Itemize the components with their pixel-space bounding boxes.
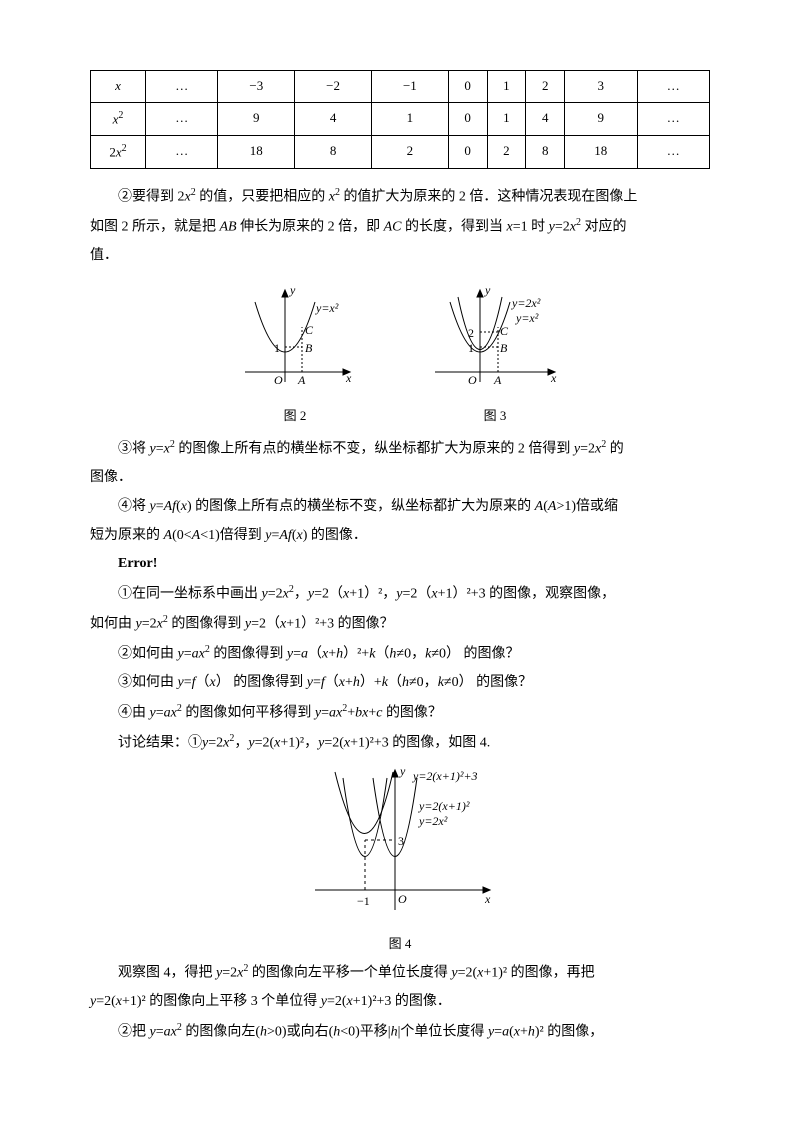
svg-text:C: C [500, 324, 509, 338]
cell: 8 [295, 135, 372, 168]
cell: 2x2 [91, 135, 146, 168]
cell: … [146, 102, 218, 135]
cell: 0 [448, 102, 487, 135]
figure-caption: 图 3 [420, 404, 570, 429]
paragraph: 如图 2 所示，就是把 AB 伸长为原来的 2 倍，即 AC 的长度，得到当 x… [90, 213, 710, 241]
cell: −2 [295, 71, 372, 103]
svg-text:B: B [500, 341, 508, 355]
cell: 18 [218, 135, 295, 168]
cell: 8 [526, 135, 565, 168]
svg-text:−1: −1 [357, 894, 370, 908]
cell: 9 [218, 102, 295, 135]
table-row: x … −3 −2 −1 0 1 2 3 … [91, 71, 710, 103]
cell: … [637, 102, 710, 135]
parabola-chart-icon: y x y=x² C B A O 1 [230, 282, 360, 392]
svg-text:y=x²: y=x² [315, 301, 339, 315]
paragraph: ②要得到 2x2 的值，只要把相应的 x2 的值扩大为原来的 2 倍．这种情况表… [90, 183, 710, 211]
cell: 0 [448, 71, 487, 103]
svg-text:x: x [345, 371, 352, 385]
cell: 2 [487, 135, 526, 168]
cell: 1 [487, 102, 526, 135]
parabola-chart-icon: y x y=2x² y=x² C B A O 1 2 [420, 282, 570, 392]
table-row: x2 … 9 4 1 0 1 4 9 … [91, 102, 710, 135]
cell: x2 [91, 102, 146, 135]
svg-text:3: 3 [398, 834, 404, 848]
cell: 9 [565, 102, 637, 135]
svg-text:A: A [493, 373, 502, 387]
svg-text:2: 2 [468, 326, 474, 340]
cell: 2 [371, 135, 448, 168]
svg-text:O: O [468, 373, 477, 387]
svg-text:A: A [297, 373, 306, 387]
svg-text:y=2x²: y=2x² [418, 814, 448, 828]
svg-text:O: O [398, 892, 407, 906]
cell: 3 [565, 71, 637, 103]
svg-text:C: C [305, 323, 314, 337]
table-row: 2x2 … 18 8 2 0 2 8 18 … [91, 135, 710, 168]
parabola-shift-chart-icon: y x O −1 3 y=2(x+1)²+3 y=2(x+1)² y=2x² [295, 760, 505, 920]
svg-text:x: x [550, 371, 557, 385]
svg-text:y: y [484, 283, 491, 297]
svg-text:y=x²: y=x² [515, 311, 539, 325]
paragraph: 图像． [90, 465, 710, 492]
paragraph: 如何由 y=2x2 的图像得到 y=2（x+1）²+3 的图像？ [90, 610, 710, 638]
cell: −1 [371, 71, 448, 103]
svg-text:y: y [399, 764, 406, 778]
svg-text:1: 1 [274, 341, 280, 355]
figure-3: y x y=2x² y=x² C B A O 1 2 图 3 [420, 282, 570, 429]
value-table: x … −3 −2 −1 0 1 2 3 … x2 … 9 4 1 0 1 4 … [90, 70, 710, 169]
paragraph: ④由 y=ax2 的图像如何平移得到 y=ax2+bx+c 的图像？ [90, 699, 710, 727]
paragraph: y=2(x+1)² 的图像向上平移 3 个单位得 y=2(x+1)²+3 的图像… [90, 989, 710, 1016]
svg-text:O: O [274, 373, 283, 387]
document-page: x … −3 −2 −1 0 1 2 3 … x2 … 9 4 1 0 1 4 … [0, 0, 800, 1132]
error-marker: Error! [90, 551, 710, 578]
paragraph: ②把 y=ax2 的图像向左(h>0)或向右(h<0)平移|h|个单位长度得 y… [90, 1018, 710, 1046]
cell: x [91, 71, 146, 103]
cell: … [637, 135, 710, 168]
figure-row: y x y=x² C B A O 1 图 2 [90, 282, 710, 429]
cell: … [146, 71, 218, 103]
paragraph: 观察图 4，得把 y=2x2 的图像向左平移一个单位长度得 y=2(x+1)² … [90, 959, 710, 987]
cell: 2 [526, 71, 565, 103]
svg-text:x: x [484, 892, 491, 906]
cell: 18 [565, 135, 637, 168]
figure-2: y x y=x² C B A O 1 图 2 [230, 282, 360, 429]
cell: 0 [448, 135, 487, 168]
paragraph: 讨论结果：①y=2x2，y=2(x+1)²，y=2(x+1)²+3 的图像，如图… [90, 729, 710, 757]
cell: 1 [487, 71, 526, 103]
cell: 4 [526, 102, 565, 135]
svg-text:y=2(x+1)²: y=2(x+1)² [418, 799, 470, 813]
cell: … [146, 135, 218, 168]
figure-caption: 图 4 [90, 932, 710, 957]
figure-caption: 图 2 [230, 404, 360, 429]
svg-text:y=2(x+1)²+3: y=2(x+1)²+3 [412, 769, 478, 783]
paragraph: 短为原来的 A(0<A<1)倍得到 y=Af(x) 的图像． [90, 523, 710, 550]
svg-text:y=2x²: y=2x² [511, 296, 541, 310]
svg-text:y: y [289, 283, 296, 297]
cell: 1 [371, 102, 448, 135]
svg-text:B: B [305, 341, 313, 355]
paragraph: ④将 y=Af(x) 的图像上所有点的横坐标不变，纵坐标都扩大为原来的 A(A>… [90, 494, 710, 521]
paragraph: ③将 y=x2 的图像上所有点的横坐标不变，纵坐标都扩大为原来的 2 倍得到 y… [90, 435, 710, 463]
paragraph: ①在同一坐标系中画出 y=2x2，y=2（x+1）²，y=2（x+1）²+3 的… [90, 580, 710, 608]
cell: −3 [218, 71, 295, 103]
svg-text:1: 1 [468, 341, 474, 355]
paragraph: 值． [90, 243, 710, 270]
cell: 4 [295, 102, 372, 135]
paragraph: ③如何由 y=f（x） 的图像得到 y=f（x+h）+k（h≠0，k≠0） 的图… [90, 670, 710, 697]
figure-4: y x O −1 3 y=2(x+1)²+3 y=2(x+1)² y=2x² 图… [90, 760, 710, 957]
cell: … [637, 71, 710, 103]
paragraph: ②如何由 y=ax2 的图像得到 y=a（x+h）²+k（h≠0，k≠0） 的图… [90, 640, 710, 668]
